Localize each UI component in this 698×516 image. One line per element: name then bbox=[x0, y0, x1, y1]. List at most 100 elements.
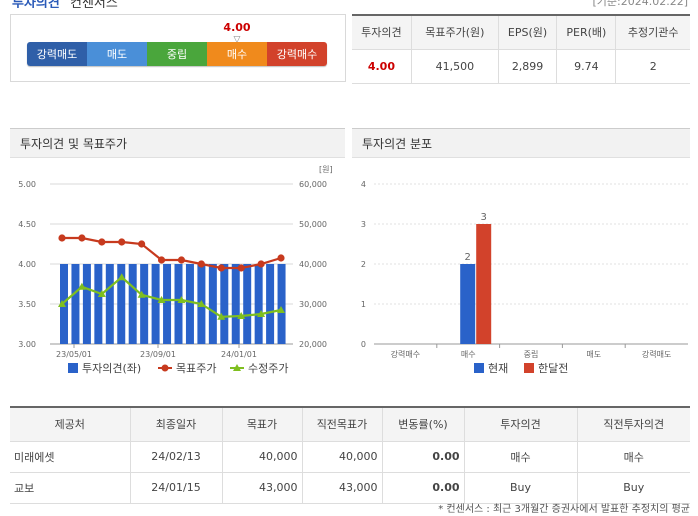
section-title: 투자의견 bbox=[12, 0, 60, 8]
x-tick-label: 24/01/01 bbox=[221, 350, 257, 359]
header-change-rate: 변동률(%) bbox=[382, 406, 465, 442]
target-price-cell: 41,500 bbox=[411, 49, 499, 84]
opinion-bar bbox=[185, 264, 194, 344]
opinion-segment: 매도 bbox=[87, 42, 147, 66]
opinion-bar bbox=[128, 264, 137, 344]
opinion-bar bbox=[71, 264, 80, 344]
data-point bbox=[58, 300, 66, 307]
header-eps: EPS(원) bbox=[498, 14, 558, 50]
x-tick-label: 매수 bbox=[461, 350, 476, 359]
data-point bbox=[98, 238, 106, 246]
consensus-summary-table: 투자의견 목표주가(원) EPS(원) PER(배) 추정기관수 4.00 41… bbox=[352, 14, 690, 84]
prev-opinion-cell: Buy bbox=[577, 472, 690, 504]
data-point bbox=[78, 234, 86, 242]
prev-opinion-cell: 매수 bbox=[577, 441, 690, 473]
footnote: * 컨센서스 : 최근 3개월간 증권사에서 발표한 추정치의 평균 bbox=[438, 504, 690, 515]
y-tick-label: 4 bbox=[361, 180, 366, 189]
opinion-bar bbox=[254, 264, 263, 344]
legend-label: 목표주가 bbox=[176, 362, 216, 375]
opinion-bar bbox=[174, 264, 183, 344]
opinion-bar bbox=[117, 264, 126, 344]
opinion-bar bbox=[105, 264, 114, 344]
y-tick-label-right: 20,000 bbox=[299, 340, 327, 349]
opinion-distribution-panel: 투자의견 분포 4 3 2 1 0 강력매수 매수 2 3 중립 매도 강력매도 현재 한달전 bbox=[352, 128, 690, 378]
bar-value-label: 3 bbox=[481, 212, 487, 223]
header-prev-opinion: 직전투자의견 bbox=[577, 406, 690, 442]
header-opinion: 투자의견 bbox=[464, 406, 578, 442]
y-tick-label: 3 bbox=[361, 220, 366, 229]
data-point bbox=[277, 306, 285, 313]
header-target: 목표가 bbox=[222, 406, 303, 442]
opinion-bar bbox=[277, 264, 286, 344]
header-provider: 제공처 bbox=[10, 406, 131, 442]
data-point bbox=[117, 273, 126, 281]
y-tick-label: 1 bbox=[361, 300, 366, 309]
per-cell: 9.74 bbox=[556, 49, 617, 84]
opinion-cell: Buy bbox=[464, 472, 578, 504]
opinion-cell: 4.00 bbox=[352, 49, 412, 84]
data-point bbox=[137, 290, 146, 298]
data-point bbox=[237, 312, 246, 319]
distribution-bar bbox=[476, 224, 492, 344]
x-tick-label: 매도 bbox=[586, 350, 601, 359]
opinion-bar bbox=[243, 264, 252, 344]
x-tick-label: 강력매수 bbox=[391, 349, 420, 359]
opinion-target-price-chart: 5.00 4.50 4.00 3.50 3.00 60,000 50,000 40,000 30… bbox=[18, 165, 332, 375]
data-point bbox=[217, 312, 226, 320]
data-point bbox=[257, 260, 265, 268]
data-point bbox=[138, 240, 146, 248]
table-row: 미래에셋 24/02/13 40,000 40,000 0.00 매수 매수 bbox=[10, 441, 690, 473]
opinion-segment: 중립 bbox=[147, 42, 207, 66]
x-tick-label: 중립 bbox=[524, 350, 539, 359]
eps-cell: 2,899 bbox=[498, 49, 558, 84]
opinion-segment: 강력매수 bbox=[267, 42, 327, 66]
prev-target-cell: 43,000 bbox=[302, 472, 383, 504]
date-note: [기준:2024.02.22] bbox=[592, 0, 688, 8]
data-point bbox=[157, 296, 166, 303]
estimator-count-cell: 2 bbox=[615, 49, 690, 84]
opinion-bar bbox=[151, 264, 160, 344]
bar-value-label: 2 bbox=[465, 252, 471, 263]
target-cell: 40,000 bbox=[222, 441, 303, 473]
legend-swatch bbox=[161, 364, 169, 372]
x-tick-label: 23/09/01 bbox=[140, 350, 176, 359]
table-row: 4.00 41,500 2,899 9.74 2 bbox=[352, 49, 690, 84]
data-point bbox=[177, 296, 186, 303]
y-tick-label-left: 3.00 bbox=[18, 340, 36, 349]
y-tick-label: 2 bbox=[361, 260, 366, 269]
opinion-target-price-panel: 투자의견 및 목표주가 5.00 4.50 4.00 3.50 3.00 60,000 50… bbox=[10, 128, 345, 378]
opinion-bar bbox=[220, 264, 229, 344]
legend-swatch bbox=[233, 364, 241, 371]
y-tick-label-right: 30,000 bbox=[299, 300, 327, 309]
data-point bbox=[257, 310, 266, 317]
x-tick-label: 강력매도 bbox=[642, 349, 671, 359]
header-last-date: 최종일자 bbox=[130, 406, 223, 442]
data-point bbox=[97, 290, 106, 297]
opinion-bar bbox=[140, 264, 149, 344]
table-row: 교보 24/01/15 43,000 43,000 0.00 Buy Buy bbox=[10, 472, 690, 504]
x-tick-label: 23/05/01 bbox=[56, 350, 92, 359]
legend-swatch bbox=[524, 363, 534, 373]
data-point bbox=[177, 256, 186, 264]
date-cell: 24/02/13 bbox=[130, 441, 223, 473]
header-prev-target: 직전목표가 bbox=[302, 406, 383, 442]
y-tick-label-left: 4.50 bbox=[18, 220, 36, 229]
provider-cell: 미래에셋 bbox=[10, 441, 131, 473]
data-point bbox=[77, 282, 86, 290]
legend-label: 한달전 bbox=[538, 362, 568, 375]
opinion-bar bbox=[163, 264, 172, 344]
data-point bbox=[197, 260, 205, 268]
y-tick-label-left: 5.00 bbox=[18, 180, 36, 189]
date-cell: 24/01/15 bbox=[130, 472, 223, 504]
data-point bbox=[118, 238, 126, 246]
data-point bbox=[237, 264, 245, 272]
distribution-bar bbox=[460, 264, 476, 344]
y-tick-label-left: 4.00 bbox=[18, 260, 36, 269]
target-cell: 43,000 bbox=[222, 472, 303, 504]
data-point bbox=[58, 234, 66, 242]
section-header: 투자의견 컨센서스 [기준:2024.02.22] bbox=[0, 0, 698, 8]
series-line bbox=[61, 275, 282, 318]
opinion-marker-icon: ▽ bbox=[233, 35, 241, 45]
opinion-bar bbox=[266, 264, 275, 344]
